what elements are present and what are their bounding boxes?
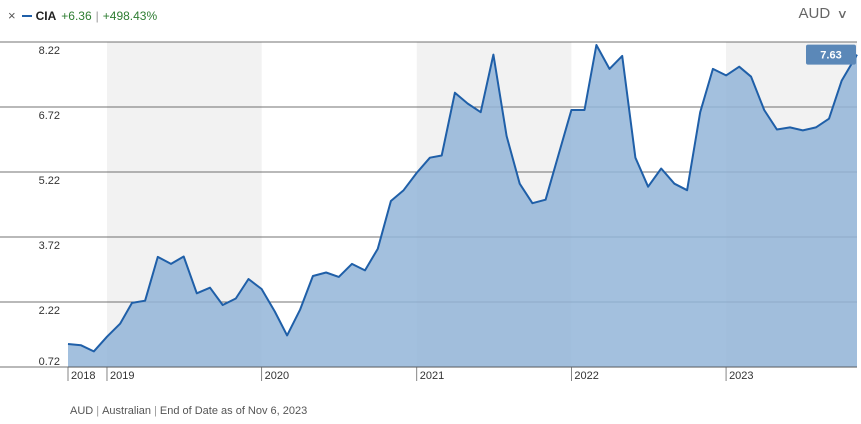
- legend: × CIA +6.36 | +498.43%: [8, 8, 157, 24]
- chevron-down-icon: ∨: [836, 6, 849, 21]
- y-tick-label: 5.22: [39, 175, 60, 187]
- price-chart: 8.22 6.72 5.22 3.72 2.22 0.72 2018 2019 2020 202…: [0, 41, 858, 382]
- x-tick-label: 2019: [110, 370, 134, 382]
- footer-note: AUD | Australian | End of Date as of Nov 6, …: [70, 405, 307, 417]
- y-tick-label: 2.22: [39, 305, 60, 317]
- footer-currency: AUD: [70, 405, 94, 417]
- x-tick-label: 2018: [71, 370, 95, 382]
- footer-separator: |: [154, 405, 157, 417]
- y-tick-label: 6.72: [39, 110, 60, 122]
- series-line-swatch: [21, 15, 32, 17]
- x-tick-label: 2021: [420, 370, 444, 382]
- y-tick-label: 0.72: [39, 356, 60, 368]
- y-axis-labels: 8.22 6.72 5.22 3.72 2.22 0.72: [39, 45, 60, 368]
- last-value-marker: 7.63: [806, 44, 856, 65]
- price-change: +6.36: [61, 9, 92, 23]
- x-tick-label: 2023: [729, 370, 753, 382]
- last-value-label: 7.63: [820, 50, 841, 62]
- currency-label: AUD: [798, 5, 831, 22]
- currency-selector[interactable]: AUD ∨: [798, 5, 849, 22]
- percent-change: +498.43%: [102, 9, 158, 23]
- last-value-badge: [806, 44, 856, 65]
- legend-separator: |: [95, 9, 99, 23]
- x-tick-label: 2022: [574, 370, 598, 382]
- footer-separator: |: [96, 405, 100, 417]
- ticker-label: CIA: [35, 9, 57, 23]
- x-tick-label: 2020: [265, 370, 289, 382]
- y-tick-label: 8.22: [39, 45, 60, 57]
- price-line: [67, 44, 858, 353]
- price-area: [68, 45, 857, 367]
- footer-exchange: Australian: [102, 405, 152, 417]
- x-axis-ticks: 2018 2019 2020 2021 2022 2023: [67, 366, 857, 382]
- footer-date-note: End of Date as of Nov 6, 2023: [159, 405, 308, 417]
- close-icon[interactable]: ×: [8, 8, 16, 23]
- y-tick-label: 3.72: [39, 240, 60, 252]
